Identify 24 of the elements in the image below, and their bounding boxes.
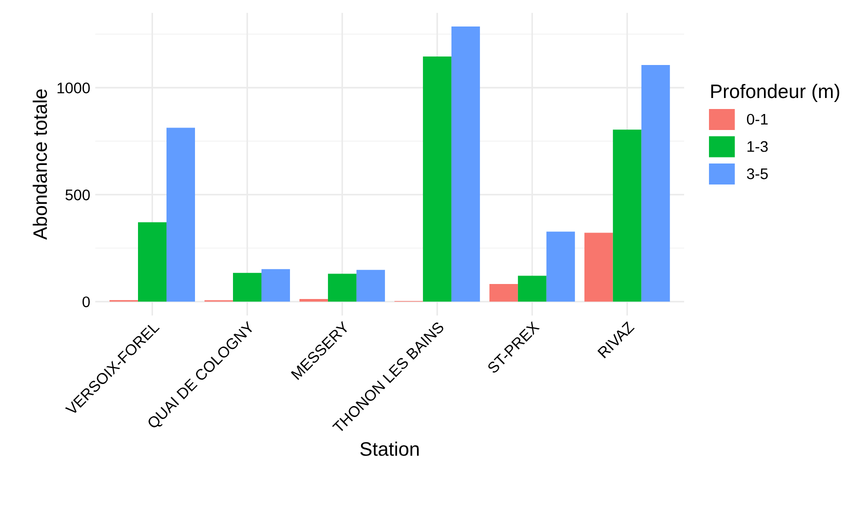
y-tick-label: 1000 [58, 82, 90, 94]
bar [232, 272, 262, 302]
bar [546, 232, 575, 302]
bar [422, 56, 452, 302]
bar [518, 276, 546, 302]
y-tick-label: 0 [82, 296, 90, 308]
legend-label: 0-1 [746, 114, 768, 125]
bar [261, 269, 290, 302]
bar [356, 270, 385, 302]
bar [451, 26, 480, 302]
bar [489, 284, 518, 302]
bar [166, 128, 195, 302]
bar [328, 274, 356, 302]
bar [584, 232, 613, 302]
legend-title: Profondeur (m) [711, 84, 840, 102]
bar [612, 130, 642, 302]
bar [138, 222, 166, 302]
bar [299, 299, 328, 302]
x-axis-title: Station [360, 442, 419, 456]
legend-label: 3-5 [746, 168, 768, 180]
legend-label: 1-3 [748, 141, 768, 152]
y-axis-title: Abondance totale [32, 89, 48, 240]
bar [641, 65, 670, 302]
y-tick-label: 500 [66, 190, 90, 200]
